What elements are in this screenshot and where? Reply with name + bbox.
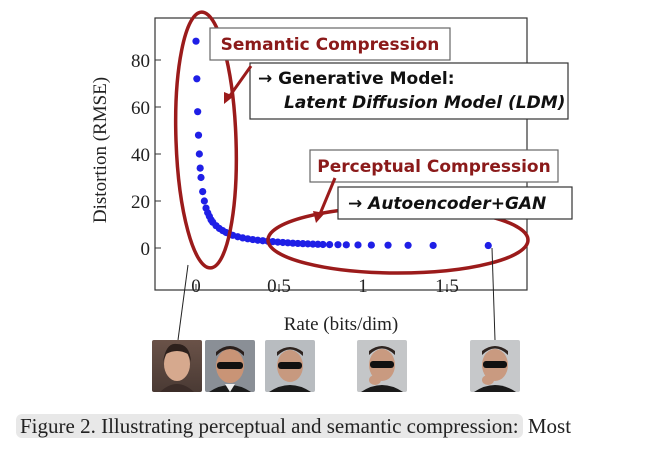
- perceptual-title-box: [309, 149, 559, 183]
- data-point: [193, 75, 201, 83]
- ytick-label-20: 20: [131, 192, 150, 213]
- data-point: [195, 150, 203, 158]
- data-point: [200, 197, 208, 205]
- data-point: [484, 241, 492, 250]
- data-point: [384, 241, 392, 249]
- data-point: [342, 241, 350, 249]
- ytick-label-80: 80: [131, 51, 150, 72]
- xtick-label-1.5: 1.5: [435, 276, 459, 297]
- data-point: [326, 240, 334, 249]
- ldm-label: Latent Diffusion Model (LDM): [284, 93, 565, 113]
- semantic-arrowhead: [224, 92, 234, 104]
- perceptual-title: Perceptual Compression: [317, 157, 550, 177]
- data-point: [194, 131, 203, 139]
- ytick-label-0: 0: [141, 239, 151, 260]
- y-axis-label: Distortion (RMSE): [90, 77, 111, 223]
- figure-caption: Figure 2. Illustrating perceptual and se…: [16, 414, 646, 444]
- thumbnail-5: [470, 340, 520, 392]
- caption-rest: Most: [522, 414, 572, 438]
- x-ticks: 0 0.5 1 1.5: [191, 276, 459, 297]
- semantic-title: Semantic Compression: [221, 35, 440, 55]
- scatter-series: [192, 37, 492, 250]
- xtick-label-0.5: 0.5: [267, 276, 291, 297]
- data-point: [199, 188, 207, 196]
- leader-line-right: [491, 247, 496, 341]
- xtick-label-0: 0: [191, 276, 201, 297]
- data-point: [404, 241, 412, 249]
- data-point: [429, 241, 437, 250]
- data-point: [319, 240, 327, 249]
- data-point: [196, 164, 204, 172]
- leader-line-left: [177, 264, 189, 341]
- data-point: [354, 241, 362, 249]
- data-point: [309, 240, 317, 248]
- ytick-label-40: 40: [131, 145, 150, 166]
- semantic-title-box: [209, 27, 451, 61]
- data-point: [197, 173, 205, 182]
- semantic-ellipse: [173, 10, 239, 270]
- x-axis-label: Rate (bits/dim): [284, 314, 399, 335]
- thumbnail-1: [152, 340, 202, 392]
- ytick-label-60: 60: [131, 98, 150, 119]
- thumbnail-4: [357, 340, 407, 392]
- caption-highlight: Figure 2. Illustrating perceptual and se…: [16, 414, 523, 438]
- data-point: [334, 241, 342, 249]
- y-ticks: 80 60 40 20 0: [131, 51, 161, 260]
- semantic-arrow: [227, 65, 253, 98]
- thumbnail-2: [205, 340, 255, 392]
- data-point: [194, 108, 202, 116]
- xtick-label-1: 1: [358, 276, 368, 297]
- generative-model-label: → Generative Model:: [258, 69, 455, 89]
- perceptual-arrowhead: [313, 211, 325, 223]
- generative-model-box: [249, 62, 569, 120]
- autoencoder-label: → Autoencoder+GAN: [348, 194, 546, 214]
- data-point: [367, 241, 375, 249]
- autoencoder-box: [337, 186, 573, 220]
- perceptual-arrow: [318, 177, 337, 215]
- thumbnail-3: [265, 340, 315, 392]
- data-point: [192, 37, 200, 45]
